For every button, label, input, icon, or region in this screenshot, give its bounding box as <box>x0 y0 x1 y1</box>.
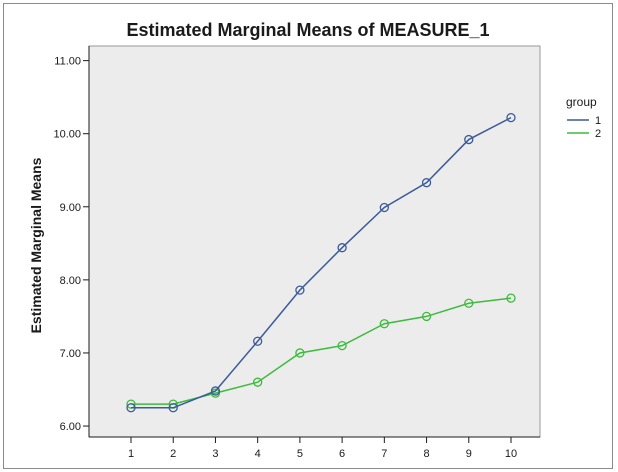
y-axis-title: Estimated Marginal Means <box>28 157 44 333</box>
series-1-line <box>131 116 512 409</box>
plot-area <box>88 45 541 438</box>
y-tick-label: 6.00 <box>60 421 81 433</box>
x-tick-label: 3 <box>212 448 218 460</box>
x-tick-label: 8 <box>423 448 429 460</box>
series-1-point <box>210 386 221 396</box>
series-2-point <box>379 319 389 329</box>
series-2-point <box>421 311 432 322</box>
x-tick-label: 2 <box>170 448 176 460</box>
series-1-point <box>506 112 516 123</box>
x-tick-label: 1 <box>128 448 134 460</box>
y-tick-label: 10.00 <box>53 129 81 141</box>
x-tick-label: 6 <box>339 448 345 460</box>
series-1-point <box>464 134 474 145</box>
y-tick-label: 7.00 <box>60 348 81 360</box>
x-tick-label: 4 <box>255 448 261 460</box>
x-tick-label: 10 <box>505 448 517 460</box>
series-2-point <box>253 377 263 387</box>
series-1-point <box>126 403 136 413</box>
legend-title: group <box>566 95 597 109</box>
series-2-point <box>506 293 516 303</box>
y-tick-label: 9.00 <box>60 202 81 214</box>
legend-label-1: 1 <box>595 115 601 127</box>
x-tick-label: 5 <box>297 448 303 460</box>
series-2-point <box>464 298 474 308</box>
series-1-point <box>379 202 389 213</box>
series-1-point <box>337 243 347 253</box>
y-tick-label: 8.00 <box>60 275 81 287</box>
chart-title: Estimated Marginal Means of MEASURE_1 <box>126 20 490 40</box>
series-2-point <box>337 340 347 351</box>
series-1-point <box>168 403 178 413</box>
x-tick-label: 7 <box>381 448 387 460</box>
x-tick-label: 9 <box>466 448 472 460</box>
series-1-point <box>295 285 305 295</box>
y-tick-label: 11.00 <box>54 56 81 68</box>
series-1-point <box>253 336 263 346</box>
legend-label-2: 2 <box>595 128 601 140</box>
series-2-point <box>295 348 305 358</box>
series-1-point <box>421 178 432 188</box>
